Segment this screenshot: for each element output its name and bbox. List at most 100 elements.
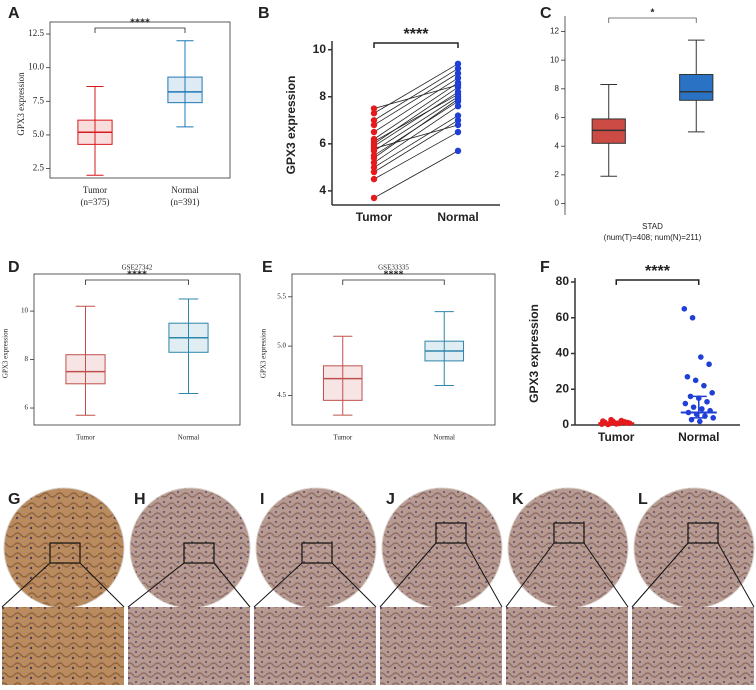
point: [370, 168, 378, 176]
zoom-line: [331, 562, 377, 608]
pair-line: [373, 77, 459, 133]
pair-line: [373, 94, 459, 142]
sig-label: ****: [384, 269, 404, 280]
x-tick-label: Normal: [178, 434, 199, 442]
sig-bracket: [373, 42, 459, 48]
point: [706, 361, 712, 368]
x-tick-label: Tumor: [356, 210, 393, 224]
y-tick-label: 6: [25, 404, 29, 412]
tissue-core: [129, 487, 251, 609]
x-tick-sublabel: (n=375): [80, 197, 109, 207]
panel-letter: B: [258, 5, 270, 22]
point: [454, 121, 462, 129]
y-tick-label: 20: [556, 381, 570, 395]
sig-bracket: [94, 27, 186, 33]
pair-line: [373, 72, 459, 126]
zoom-line: [1, 562, 51, 608]
y-tick-label: 8: [555, 84, 560, 93]
point: [370, 145, 378, 152]
panel-letter: C: [540, 5, 552, 22]
point: [687, 393, 694, 400]
sig-bracket: [615, 279, 700, 285]
y-tick-label: 7.5: [33, 95, 45, 105]
pair-line: [373, 131, 459, 180]
tissue-core: [507, 487, 629, 609]
x-tick-label: Tumor: [598, 430, 635, 444]
y-tick-label: 0: [555, 199, 560, 208]
y-tick-label: 8: [25, 355, 29, 363]
y-tick-label: 4.5: [277, 391, 286, 399]
y-tick-label: 6: [319, 136, 326, 150]
y-tick-label: 5.0: [33, 129, 45, 139]
point: [370, 117, 378, 124]
zoom-line: [631, 542, 689, 608]
point: [690, 404, 697, 410]
zoom-box: [687, 522, 719, 544]
zoom-line: [505, 542, 555, 608]
point: [370, 105, 378, 112]
sig-bracket: [85, 279, 189, 285]
zoom-line: [79, 562, 125, 608]
point: [370, 138, 378, 145]
zoom-line: [253, 562, 303, 608]
x-tick-label: Tumor: [83, 185, 107, 195]
tissue-crop: [506, 607, 628, 685]
zoom-line: [717, 542, 755, 608]
sig-bracket: [342, 279, 445, 285]
panel-letter: D: [8, 259, 20, 276]
point: [370, 194, 378, 202]
y-tick-label: 10: [21, 307, 29, 315]
y-tick-label: 10: [313, 42, 327, 56]
panel-title: GSE27342: [122, 264, 153, 272]
y-axis-label: GPX3 expression: [2, 328, 10, 378]
sig-label: ****: [130, 17, 150, 28]
y-tick-label: 0: [562, 417, 569, 431]
y-tick-label: 5.5: [277, 292, 286, 300]
plot-frame: [291, 273, 496, 426]
point: [370, 175, 378, 183]
zoom-box: [435, 522, 467, 544]
y-tick-label: 5.0: [277, 342, 286, 350]
point: [454, 91, 462, 98]
point: [710, 415, 716, 421]
point: [454, 95, 462, 103]
pair-line: [373, 124, 459, 149]
zoom-box: [49, 542, 81, 564]
pair-line: [373, 87, 459, 145]
point: [454, 102, 462, 110]
zoom-line: [213, 562, 251, 608]
y-tick-label: 4: [555, 141, 560, 150]
tissue-core: [381, 487, 503, 609]
pair-line: [373, 115, 459, 168]
point: [454, 60, 462, 68]
zoom-line: [465, 542, 503, 608]
point: [699, 406, 705, 412]
point: [709, 390, 715, 396]
x-tick-label: Normal: [678, 430, 719, 444]
x-tick-sublabel: (n=391): [170, 197, 199, 207]
zoom-line: [127, 562, 185, 608]
sig-label: ****: [127, 269, 147, 280]
sig-label: ****: [404, 26, 430, 43]
pair-line: [373, 105, 459, 163]
box: [322, 365, 363, 401]
point: [370, 164, 378, 171]
plot-frame: [49, 21, 231, 179]
x-tick-label: Normal: [171, 185, 199, 195]
y-tick-label: 10.0: [28, 62, 44, 72]
y-axis-label: GPX3 expression: [284, 76, 298, 175]
point: [704, 398, 710, 405]
tissue-row: G H I J K L: [1, 487, 755, 685]
tissue-crop: [254, 607, 376, 685]
box: [679, 73, 714, 101]
point: [454, 74, 462, 82]
point: [684, 373, 691, 380]
pair-line: [373, 96, 459, 152]
box: [65, 354, 106, 385]
point: [370, 154, 378, 162]
x-axis-note: (num(T)=408; num(N)=211): [604, 233, 702, 242]
pair-line: [373, 91, 459, 147]
tissue-core: [3, 487, 125, 609]
y-tick-label: 8: [319, 89, 326, 103]
zoom-box: [183, 542, 215, 564]
